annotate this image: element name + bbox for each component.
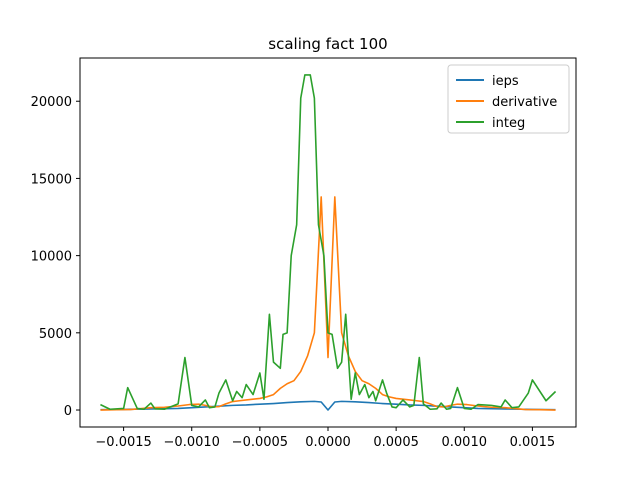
x-tick-label: −0.0010 [164,435,220,450]
x-tick-label: 0.0010 [442,435,488,450]
x-tick-label: 0.0015 [510,435,556,450]
series-line-integ [100,74,557,411]
x-axis: −0.0015 −0.0010 −0.0005 0.0000 0.0005 0.0010 0… [95,427,555,450]
y-tick-label: 20000 [31,95,72,110]
x-tick-label: −0.0015 [95,435,151,450]
y-axis: 0 5000 10000 15000 20000 [31,95,80,419]
y-tick-label: 15000 [31,172,72,187]
legend-label-integ: integ [492,116,525,131]
series-line-derivative [100,196,556,411]
legend-label-derivative: derivative [492,95,557,110]
legend-label-ieps: ieps [492,74,519,89]
legend: ieps derivative integ [447,64,570,134]
legend-box [447,64,570,134]
x-tick-label: 0.0005 [373,435,419,450]
y-tick-label: 0 [64,404,72,419]
plot-lines [100,74,557,411]
x-tick-label: 0.0000 [305,435,351,450]
x-tick-label: −0.0005 [232,435,288,450]
y-tick-label: 5000 [39,327,72,342]
chart-title: scaling fact 100 [268,35,387,53]
y-tick-label: 10000 [31,250,72,265]
